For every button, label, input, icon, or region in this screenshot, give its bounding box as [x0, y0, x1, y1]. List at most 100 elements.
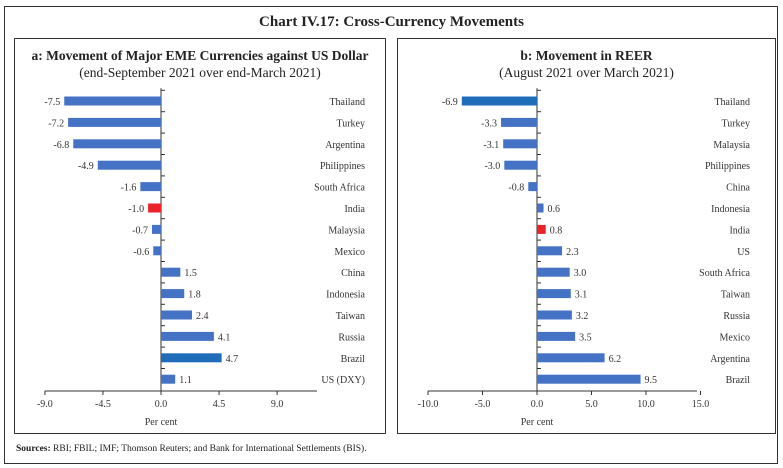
bar: [537, 224, 546, 234]
category-label: Indonesia: [711, 204, 750, 215]
bar: [161, 331, 214, 341]
bar: [537, 353, 605, 363]
panel-b-subtitle: (August 2021 over March 2021): [499, 65, 674, 80]
data-label: -3.1: [483, 140, 499, 151]
bar: [504, 160, 537, 170]
x-tick-label: 9.0: [271, 399, 284, 410]
bar: [161, 353, 222, 363]
category-label: Turkey: [336, 118, 365, 129]
figure-frame: [4, 6, 778, 464]
x-tick-label: -9.0: [37, 399, 53, 410]
data-label: 0.8: [550, 225, 563, 236]
data-label: -0.7: [132, 225, 148, 236]
bar: [537, 267, 570, 277]
data-label: 2.4: [196, 311, 209, 322]
data-label: 9.5: [645, 375, 658, 386]
x-tick-label: 4.5: [213, 399, 226, 410]
category-label: South Africa: [699, 268, 750, 279]
panel-a-x-axis-label: Per cent: [145, 417, 178, 428]
category-label: Mexico: [719, 332, 750, 343]
x-tick-label: -10.0: [418, 399, 439, 410]
panel-b-x-axis-label: Per cent: [521, 417, 554, 428]
panel-b: b: Movement in REER (August 2021 over Mar…: [397, 38, 776, 434]
category-label: Malaysia: [713, 140, 750, 151]
category-label: China: [341, 268, 365, 279]
category-label: Argentina: [325, 140, 365, 151]
data-label: -6.9: [442, 97, 458, 108]
data-label: 0.6: [548, 204, 561, 215]
data-label: 3.0: [574, 268, 587, 279]
category-label: Philippines: [320, 161, 365, 172]
panel-a-title: a: Movement of Major EME Currencies agai…: [31, 48, 369, 63]
data-label: -0.8: [508, 183, 524, 194]
sources-text: RBI; FBIL; IMF; Thomson Reuters; and Ban…: [50, 444, 367, 454]
category-label: Malaysia: [328, 225, 365, 236]
data-label: 3.5: [579, 332, 592, 343]
category-label: Thailand: [329, 97, 365, 108]
figure-title: Chart IV.17: Cross-Currency Movements: [259, 14, 524, 30]
bar: [528, 182, 537, 192]
data-label: -1.0: [128, 204, 144, 215]
x-tick-label: 15.0: [692, 399, 710, 410]
bar: [161, 310, 192, 320]
category-label: South Africa: [314, 183, 365, 194]
data-label: 4.7: [226, 354, 239, 365]
bar: [537, 246, 563, 256]
category-label: Thailand: [714, 97, 750, 108]
bar: [537, 289, 571, 299]
x-tick-label: 5.0: [585, 399, 598, 410]
data-label: 2.3: [566, 247, 579, 258]
panel-a-subtitle: (end-September 2021 over end-March 2021): [79, 65, 321, 80]
category-label: China: [726, 183, 750, 194]
data-label: -3.0: [484, 161, 500, 172]
category-label: US: [737, 247, 750, 258]
category-label: India: [344, 204, 365, 215]
bar: [503, 139, 537, 149]
category-label: Mexico: [334, 247, 365, 258]
data-label: -6.8: [53, 140, 69, 151]
charts-svg: -9.0 -4.5 0.0 4.5 9.0 Per cent -7.5 Thailand -7.…: [37, 88, 751, 428]
data-label: 4.1: [218, 332, 231, 343]
data-label: -4.9: [78, 161, 94, 172]
bar: [161, 267, 181, 277]
category-label: Argentina: [710, 354, 750, 365]
bar: [537, 374, 641, 384]
data-label: 1.1: [179, 375, 192, 386]
bar: [148, 203, 161, 213]
bar: [97, 160, 161, 170]
x-tick-label: -5.0: [475, 399, 491, 410]
bar: [73, 139, 161, 149]
category-label: Taiwan: [336, 311, 365, 322]
x-tick-label: 10.0: [637, 399, 655, 410]
data-label: -7.5: [44, 97, 60, 108]
category-label: Taiwan: [721, 290, 750, 301]
bar: [461, 96, 537, 106]
data-label: 6.2: [609, 354, 622, 365]
panel-a: a: Movement of Major EME Currencies agai…: [14, 38, 386, 434]
data-label: 3.1: [575, 290, 588, 301]
x-tick-label: -4.5: [95, 399, 111, 410]
sources-label: Sources:: [16, 444, 51, 454]
bar: [151, 224, 161, 234]
sources-note: Sources: RBI; FBIL; IMF; Thomson Reuters…: [16, 443, 367, 455]
panel-b-title: b: Movement in REER: [520, 48, 653, 63]
category-label: Indonesia: [326, 290, 365, 301]
bar: [537, 203, 544, 213]
bar: [161, 289, 185, 299]
data-label: -3.3: [481, 118, 497, 129]
bar: [537, 310, 572, 320]
x-tick-label: 0.0: [155, 399, 168, 410]
data-label: 1.8: [188, 290, 201, 301]
category-label: Brazil: [726, 375, 751, 386]
category-label: Russia: [723, 311, 750, 322]
category-label: Russia: [338, 332, 365, 343]
data-label: 3.2: [576, 311, 589, 322]
bar: [161, 374, 176, 384]
data-label: 1.5: [184, 268, 197, 279]
bar: [501, 117, 537, 127]
x-tick-label: 0.0: [531, 399, 544, 410]
category-label: Brazil: [341, 354, 366, 365]
bar: [64, 96, 161, 106]
category-label: India: [729, 225, 750, 236]
category-label: Philippines: [705, 161, 750, 172]
